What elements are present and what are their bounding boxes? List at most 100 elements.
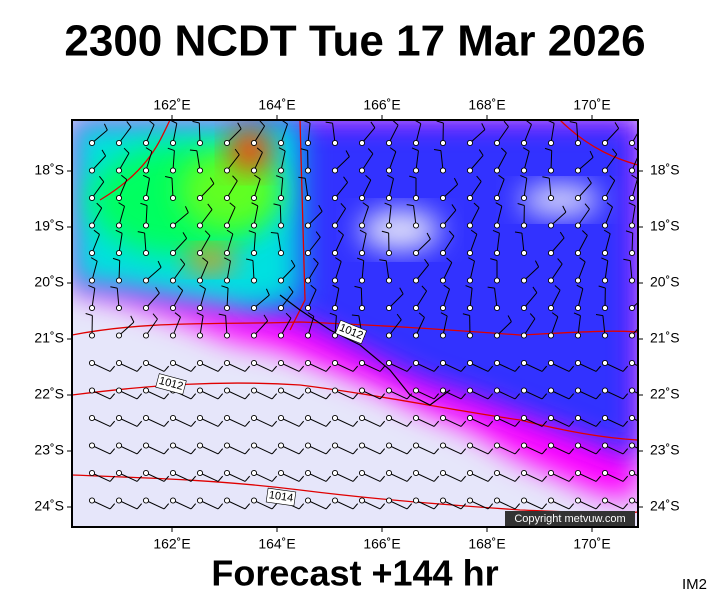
- barb-station: [278, 168, 283, 173]
- barb-station: [548, 388, 553, 393]
- lon-label: 166˚E: [363, 97, 400, 113]
- barb-station: [629, 443, 634, 448]
- barb-station: [521, 250, 526, 255]
- barb-station: [305, 223, 310, 228]
- barb-station: [467, 195, 472, 200]
- barb-station: [548, 305, 553, 310]
- barb-station: [521, 415, 526, 420]
- barb-station: [521, 470, 526, 475]
- barb-station: [602, 140, 607, 145]
- barb-station: [629, 223, 634, 228]
- barb-station: [143, 223, 148, 228]
- barb-station: [89, 250, 94, 255]
- barb-station: [143, 168, 148, 173]
- barb-station: [521, 278, 526, 283]
- barb-station: [332, 360, 337, 365]
- barb-station: [521, 140, 526, 145]
- barb-station: [575, 443, 580, 448]
- barb-station: [413, 470, 418, 475]
- barb-station: [521, 305, 526, 310]
- barb-station: [89, 470, 94, 475]
- barb-station: [575, 168, 580, 173]
- barb-station: [251, 360, 256, 365]
- barb-station: [89, 333, 94, 338]
- barb-station: [386, 305, 391, 310]
- barb-station: [197, 333, 202, 338]
- barb-station: [629, 333, 634, 338]
- barb-station: [116, 333, 121, 338]
- lat-label: 23˚S: [34, 442, 64, 458]
- barb-station: [548, 498, 553, 503]
- barb-station: [602, 223, 607, 228]
- barb-station: [197, 140, 202, 145]
- lon-label: 162˚E: [153, 97, 190, 113]
- barb-station: [170, 278, 175, 283]
- barb-station: [629, 388, 634, 393]
- barb-station: [332, 195, 337, 200]
- barb-station: [629, 278, 634, 283]
- barb-station: [413, 305, 418, 310]
- barb-station: [440, 470, 445, 475]
- barb-station: [197, 388, 202, 393]
- barb-station: [602, 470, 607, 475]
- barb-station: [386, 360, 391, 365]
- barb-station: [440, 195, 445, 200]
- barb-station: [440, 278, 445, 283]
- barb-station: [224, 388, 229, 393]
- barb-station: [197, 195, 202, 200]
- barb-station: [278, 443, 283, 448]
- barb-station: [467, 498, 472, 503]
- barb-station: [170, 195, 175, 200]
- barb-station: [143, 498, 148, 503]
- barb-station: [467, 388, 472, 393]
- barb-station: [359, 443, 364, 448]
- barb-station: [494, 223, 499, 228]
- barb-station: [359, 305, 364, 310]
- barb-station: [197, 443, 202, 448]
- barb-station: [143, 360, 148, 365]
- corner-label: IM2: [682, 576, 707, 593]
- barb-station: [251, 470, 256, 475]
- barb-station: [278, 195, 283, 200]
- barb-station: [251, 278, 256, 283]
- barb-station: [305, 278, 310, 283]
- barb-station: [575, 305, 580, 310]
- lon-label: 168˚E: [468, 97, 505, 113]
- barb-station: [332, 140, 337, 145]
- barb-station: [224, 360, 229, 365]
- barb-station: [89, 195, 94, 200]
- barb-station: [494, 415, 499, 420]
- barb-station: [143, 250, 148, 255]
- barb-station: [575, 360, 580, 365]
- barb-station: [521, 168, 526, 173]
- barb-station: [386, 415, 391, 420]
- barb-station: [494, 498, 499, 503]
- barb-station: [602, 195, 607, 200]
- barb-station: [251, 223, 256, 228]
- barb-station: [386, 250, 391, 255]
- lat-label: 19˚S: [650, 218, 680, 234]
- barb-station: [224, 415, 229, 420]
- barb-station: [224, 250, 229, 255]
- barb-station: [116, 498, 121, 503]
- barb-station: [440, 223, 445, 228]
- barb-station: [386, 168, 391, 173]
- barb-station: [89, 140, 94, 145]
- barb-station: [575, 250, 580, 255]
- barb-station: [629, 498, 634, 503]
- barb-station: [602, 388, 607, 393]
- barb-station: [251, 443, 256, 448]
- lat-label: 24˚S: [650, 498, 680, 514]
- lon-label: 166˚E: [363, 536, 400, 552]
- barb-station: [467, 360, 472, 365]
- barb-station: [89, 223, 94, 228]
- barb-station: [224, 223, 229, 228]
- footer: Forecast +144 hr: [211, 553, 498, 594]
- barb-station: [332, 470, 337, 475]
- barb-station: [359, 415, 364, 420]
- barb-station: [548, 278, 553, 283]
- barb-station: [575, 195, 580, 200]
- barb-station: [386, 388, 391, 393]
- barb-station: [413, 388, 418, 393]
- barb-station: [224, 278, 229, 283]
